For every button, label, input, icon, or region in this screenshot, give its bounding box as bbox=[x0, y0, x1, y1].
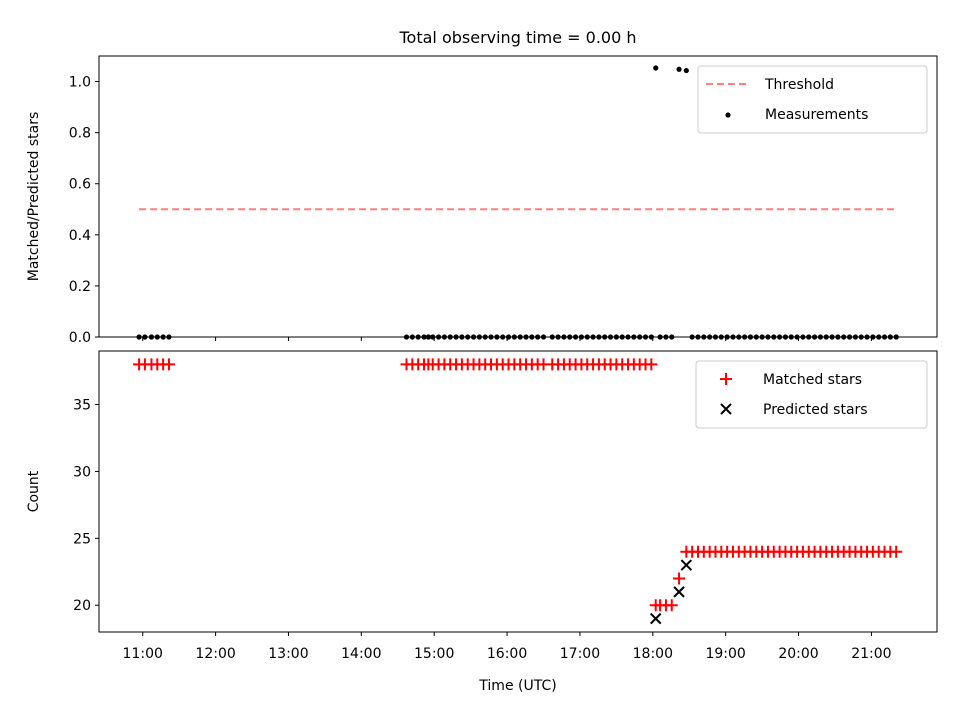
x-tick-label: 21:00 bbox=[851, 646, 891, 662]
x-tick-label: 11:00 bbox=[123, 646, 163, 662]
x-tick-label: 13:00 bbox=[268, 646, 308, 662]
y-tick-label: 35 bbox=[73, 398, 91, 414]
measurement-point bbox=[683, 67, 689, 74]
y-tick-label: 20 bbox=[73, 598, 91, 614]
y-tick-label: 1.0 bbox=[69, 75, 91, 91]
predicted-star-marker bbox=[680, 559, 693, 571]
x-tick-label: 15:00 bbox=[414, 646, 454, 662]
y-tick-label: 0.6 bbox=[69, 177, 91, 193]
top-panel: 0.0 0.2 0.4 0.6 0.8 1.0 Matched/Predicted star… bbox=[26, 55, 938, 346]
figure-title: Total observing time = 0.00 h bbox=[398, 28, 636, 47]
legend-label: Predicted stars bbox=[763, 402, 868, 418]
bottom-panel: 20 25 30 35 11:00 12:00 13:00 14:00 15:00 16:00 17… bbox=[26, 350, 938, 662]
x-tick-label: 17:00 bbox=[560, 646, 600, 662]
legend-box bbox=[697, 65, 928, 134]
y-tick-label: 0.2 bbox=[69, 279, 91, 295]
legend-label: Matched stars bbox=[763, 372, 862, 388]
y-tick-label: 0.8 bbox=[69, 126, 91, 142]
x-tick-label: 19:00 bbox=[705, 646, 745, 662]
y-axis-label: Count bbox=[26, 470, 42, 512]
measurement-point bbox=[653, 65, 659, 71]
matched-star-marker bbox=[665, 599, 678, 612]
legend-label: Measurements bbox=[765, 107, 868, 123]
y-tick-label: 0.4 bbox=[69, 228, 91, 244]
legend-predicted-swatch bbox=[720, 403, 732, 415]
x-tick-label: 16:00 bbox=[487, 646, 527, 662]
predicted-star-marker bbox=[673, 586, 685, 598]
x-tick-label: 12:00 bbox=[195, 646, 235, 662]
matched-star-marker bbox=[645, 358, 658, 371]
axes-frame bbox=[98, 55, 938, 338]
matched-star-marker bbox=[162, 358, 175, 371]
x-tick-label: 18:00 bbox=[633, 646, 673, 662]
y-axis-label: Matched/Predicted stars bbox=[26, 112, 42, 282]
x-tick-label: 14:00 bbox=[341, 646, 381, 662]
legend-box bbox=[695, 360, 928, 429]
y-tick-label: 0.0 bbox=[69, 330, 91, 346]
x-tick-label: 20:00 bbox=[778, 646, 818, 662]
matched-star-marker bbox=[890, 545, 903, 558]
legend-label: Threshold bbox=[764, 77, 834, 93]
measurement-point bbox=[676, 66, 682, 72]
axes-frame bbox=[98, 350, 938, 633]
y-tick-label: 30 bbox=[73, 464, 91, 480]
legend-measurement-swatch bbox=[725, 112, 731, 118]
predicted-star-marker bbox=[650, 612, 662, 625]
x-axis-label: Time (UTC) bbox=[478, 678, 556, 694]
legend-matched-swatch bbox=[720, 373, 732, 385]
y-tick-label: 25 bbox=[73, 531, 91, 547]
matched-star-marker bbox=[673, 572, 686, 585]
